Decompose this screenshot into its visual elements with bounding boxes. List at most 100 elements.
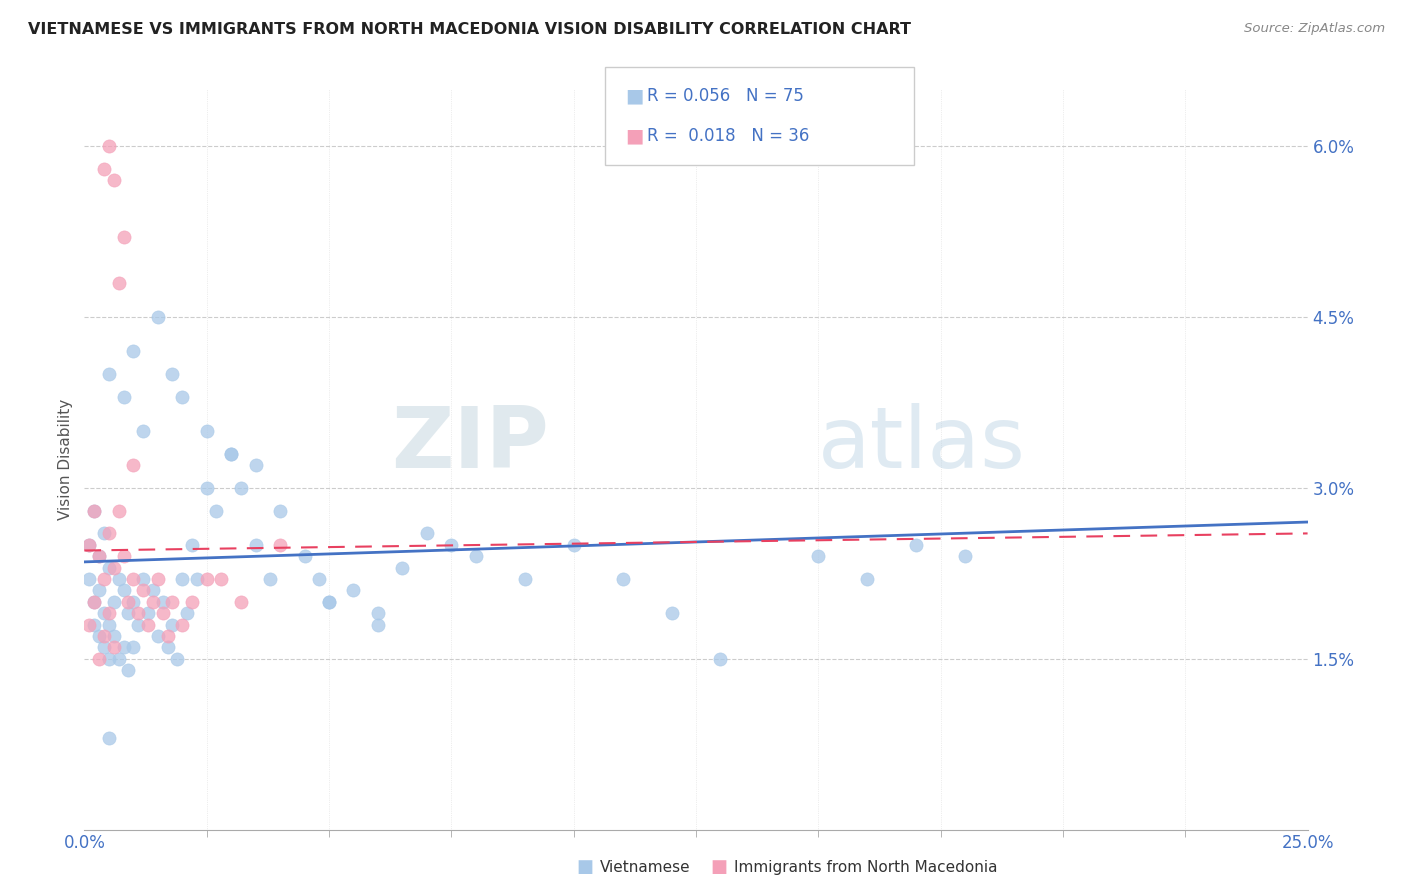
Point <box>142 595 165 609</box>
Point <box>562 538 585 552</box>
Point <box>176 606 198 620</box>
Point <box>117 595 139 609</box>
Text: ■: ■ <box>626 126 644 145</box>
Point <box>93 161 115 176</box>
Point <box>146 629 169 643</box>
Point <box>162 617 184 632</box>
Point <box>107 572 129 586</box>
Point <box>122 595 145 609</box>
Y-axis label: Vision Disability: Vision Disability <box>58 399 73 520</box>
Point <box>97 606 120 620</box>
Point <box>93 526 115 541</box>
Point <box>152 606 174 620</box>
Point <box>391 560 413 574</box>
Point <box>103 629 125 643</box>
Point <box>87 549 110 564</box>
Point <box>181 595 204 609</box>
Point <box>245 458 267 472</box>
Point <box>87 651 110 665</box>
Point <box>132 424 155 438</box>
Point <box>195 481 218 495</box>
Point <box>132 583 155 598</box>
Point <box>342 583 364 598</box>
Point <box>77 617 100 632</box>
Point <box>318 595 340 609</box>
Point <box>103 595 125 609</box>
Point <box>87 549 110 564</box>
Point <box>97 139 120 153</box>
Point <box>112 230 135 244</box>
Point <box>117 606 139 620</box>
Point <box>97 731 120 746</box>
Text: Immigrants from North Macedonia: Immigrants from North Macedonia <box>734 860 997 874</box>
Point <box>172 390 194 404</box>
Point <box>162 367 184 381</box>
Point <box>440 538 463 552</box>
Point <box>172 617 194 632</box>
Point <box>122 572 145 586</box>
Point <box>416 526 439 541</box>
Point <box>136 617 159 632</box>
Point <box>142 583 165 598</box>
Point <box>87 629 110 643</box>
Point <box>93 629 115 643</box>
Point <box>195 424 218 438</box>
Text: ■: ■ <box>710 858 727 876</box>
Text: Source: ZipAtlas.com: Source: ZipAtlas.com <box>1244 22 1385 36</box>
Point <box>953 549 976 564</box>
Point <box>107 276 129 290</box>
Point <box>219 447 242 461</box>
Point <box>107 651 129 665</box>
Point <box>152 595 174 609</box>
Point <box>77 538 100 552</box>
Text: ■: ■ <box>626 87 644 106</box>
Point <box>112 390 135 404</box>
Point <box>107 503 129 517</box>
Point <box>367 617 389 632</box>
Point <box>294 549 316 564</box>
Point <box>93 640 115 655</box>
Text: R =  0.018   N = 36: R = 0.018 N = 36 <box>647 127 808 145</box>
Point <box>856 572 879 586</box>
Point <box>905 538 928 552</box>
Point <box>209 572 232 586</box>
Point <box>97 651 120 665</box>
Point <box>122 458 145 472</box>
Point <box>112 583 135 598</box>
Point <box>83 595 105 609</box>
Point <box>308 572 330 586</box>
Point <box>77 572 100 586</box>
Point <box>612 572 634 586</box>
Point <box>186 572 208 586</box>
Point <box>661 606 683 620</box>
Point <box>97 526 120 541</box>
Point <box>269 503 291 517</box>
Point <box>93 606 115 620</box>
Point <box>112 640 135 655</box>
Point <box>367 606 389 620</box>
Point <box>146 572 169 586</box>
Point <box>464 549 486 564</box>
Point <box>229 481 252 495</box>
Point <box>97 367 120 381</box>
Point <box>87 583 110 598</box>
Point <box>122 640 145 655</box>
Text: ■: ■ <box>576 858 593 876</box>
Point <box>103 173 125 187</box>
Point <box>97 617 120 632</box>
Point <box>146 310 169 324</box>
Point <box>83 617 105 632</box>
Point <box>136 606 159 620</box>
Point <box>122 344 145 359</box>
Point <box>166 651 188 665</box>
Text: ZIP: ZIP <box>391 403 550 486</box>
Point <box>513 572 536 586</box>
Point <box>195 572 218 586</box>
Point <box>162 595 184 609</box>
Point <box>318 595 340 609</box>
Point <box>245 538 267 552</box>
Point <box>83 595 105 609</box>
Point <box>156 640 179 655</box>
Point <box>97 560 120 574</box>
Point <box>269 538 291 552</box>
